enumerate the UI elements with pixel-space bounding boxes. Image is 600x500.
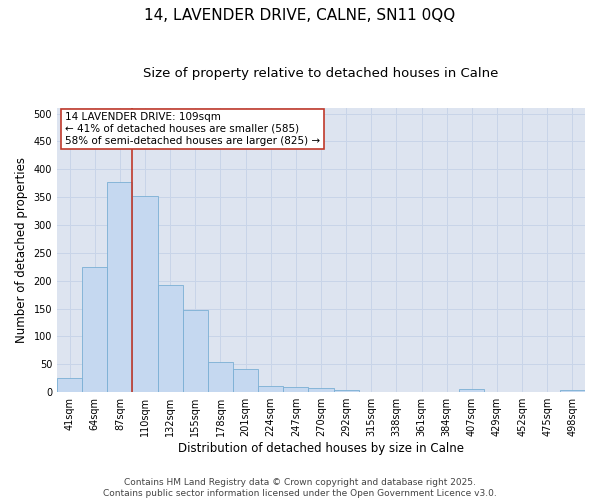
Bar — [158, 284, 183, 392]
Bar — [57, 378, 82, 392]
Bar — [334, 390, 359, 392]
Text: Contains HM Land Registry data © Crown copyright and database right 2025.
Contai: Contains HM Land Registry data © Crown c… — [103, 478, 497, 498]
Bar — [459, 390, 484, 392]
Bar — [82, 267, 107, 392]
Bar — [133, 196, 158, 392]
Bar — [208, 362, 233, 392]
Bar — [233, 370, 258, 392]
Bar — [308, 388, 334, 392]
Bar — [283, 387, 308, 392]
Text: 14, LAVENDER DRIVE, CALNE, SN11 0QQ: 14, LAVENDER DRIVE, CALNE, SN11 0QQ — [145, 8, 455, 22]
Bar — [107, 182, 133, 392]
Bar — [258, 386, 283, 392]
Text: 14 LAVENDER DRIVE: 109sqm
← 41% of detached houses are smaller (585)
58% of semi: 14 LAVENDER DRIVE: 109sqm ← 41% of detac… — [65, 112, 320, 146]
Y-axis label: Number of detached properties: Number of detached properties — [15, 157, 28, 343]
X-axis label: Distribution of detached houses by size in Calne: Distribution of detached houses by size … — [178, 442, 464, 455]
Bar — [183, 310, 208, 392]
Bar — [560, 390, 585, 392]
Title: Size of property relative to detached houses in Calne: Size of property relative to detached ho… — [143, 68, 499, 80]
